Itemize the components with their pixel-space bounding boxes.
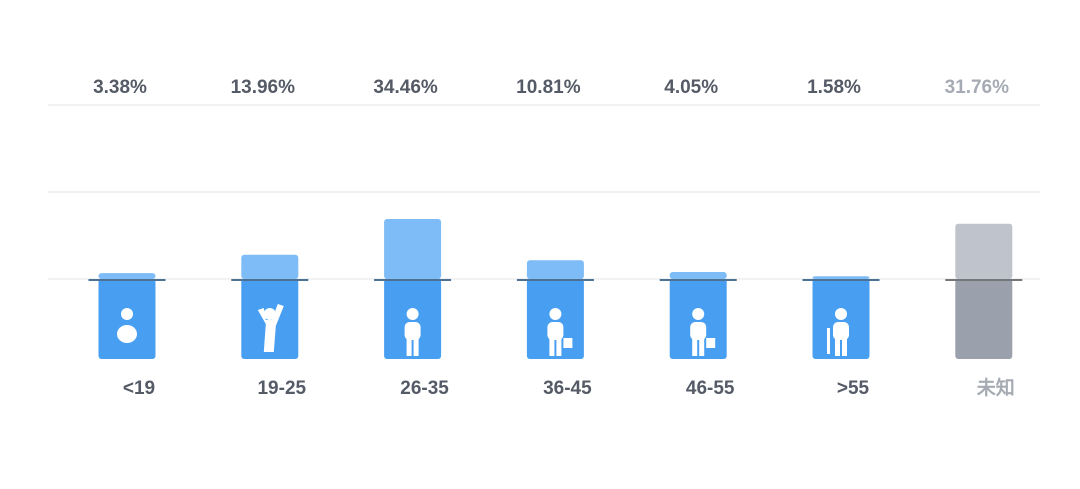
icon	[404, 308, 421, 356]
bar	[955, 223, 1013, 279]
icon-leg	[842, 336, 847, 356]
category-label: 26-35	[400, 378, 449, 399]
icon-leg	[549, 336, 555, 356]
icon-leg	[406, 336, 412, 356]
icon	[827, 308, 849, 356]
bar	[812, 276, 870, 279]
icon-body	[690, 322, 707, 340]
value-label: 4.05%	[664, 77, 718, 98]
icon-body	[833, 322, 849, 340]
icon-bag	[706, 338, 716, 348]
bar-base	[955, 279, 1013, 359]
icon-leg	[413, 336, 419, 356]
icon-bag	[563, 338, 573, 348]
bar	[98, 273, 156, 279]
icon-cane	[827, 328, 830, 354]
icon-leg	[835, 336, 840, 356]
icon	[690, 308, 716, 356]
icon-leg	[699, 336, 705, 356]
icon-leg	[692, 336, 698, 356]
icon-head	[406, 308, 419, 320]
value-label: 1.58%	[807, 77, 861, 98]
bar	[526, 260, 584, 279]
icon-head	[263, 308, 276, 320]
icon	[257, 304, 284, 352]
icon	[547, 308, 573, 356]
value-label: 34.46%	[373, 77, 438, 98]
icon-body	[117, 325, 137, 343]
icon-head	[121, 308, 133, 320]
category-label: 19-25	[257, 378, 306, 399]
value-label: 10.81%	[516, 77, 581, 98]
icon-body	[257, 304, 284, 352]
category-label: 未知	[976, 376, 1015, 399]
category-label: 46-55	[686, 378, 735, 399]
category-label: >55	[837, 378, 870, 399]
category-label: 36-45	[543, 378, 592, 399]
icon-head	[692, 308, 705, 320]
value-label: 3.38%	[93, 77, 147, 98]
icon-body	[547, 322, 564, 340]
icon-body	[404, 322, 421, 340]
value-label: 31.76%	[945, 77, 1010, 98]
icon	[117, 308, 137, 343]
category-label: <19	[123, 378, 155, 399]
icon-head	[549, 308, 562, 320]
value-label: 13.96%	[231, 77, 296, 98]
icon-head	[835, 308, 847, 320]
icon-leg	[556, 336, 562, 356]
bar	[669, 271, 727, 279]
bar	[384, 219, 442, 279]
bar	[241, 254, 299, 279]
